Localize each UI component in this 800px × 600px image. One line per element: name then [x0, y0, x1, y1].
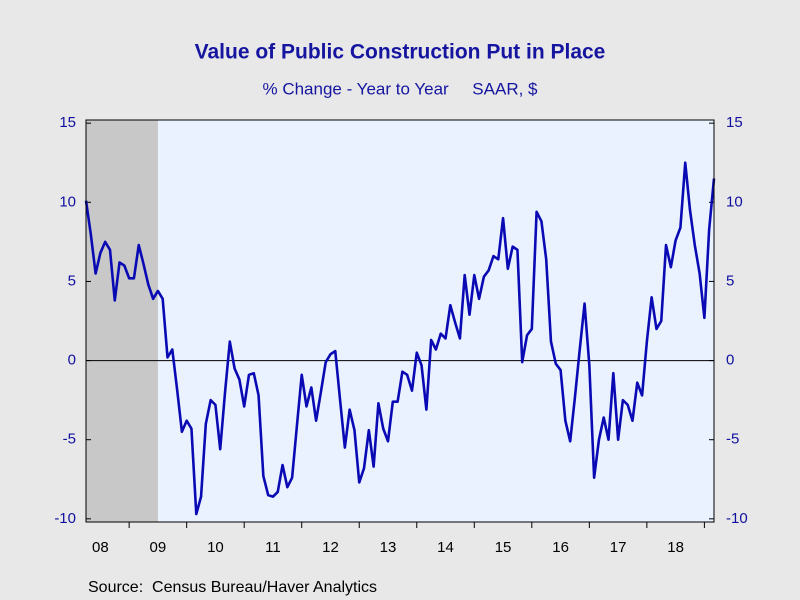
y2-tick-label: 10: [726, 193, 743, 210]
y2-tick-label: -5: [726, 431, 739, 448]
recession-shade: [86, 120, 158, 522]
x-tick-label: 13: [380, 539, 397, 556]
y2-tick-label: 5: [726, 272, 734, 289]
x-tick-label: 09: [150, 539, 167, 556]
x-tick-label: 15: [495, 539, 512, 556]
y-tick-label: -10: [54, 510, 76, 527]
y-tick-label: 5: [68, 272, 76, 289]
x-tick-label: 10: [207, 539, 224, 556]
chart-subtitle: % Change - Year to Year SAAR, $: [262, 79, 538, 98]
x-tick-label: 08: [92, 539, 109, 556]
y-tick-label: 10: [59, 193, 76, 210]
y2-tick-label: 0: [726, 352, 734, 369]
source: Source: Census Bureau/Haver Analytics: [88, 579, 377, 596]
y2-tick-label: -10: [726, 510, 748, 527]
y2-tick-label: 15: [726, 114, 743, 131]
x-tick-label: 17: [610, 539, 627, 556]
y-tick-label: 0: [68, 352, 76, 369]
plot-area: [86, 120, 714, 522]
x-tick-label: 12: [322, 539, 339, 556]
x-tick-label: 18: [667, 539, 684, 556]
x-tick-label: 14: [437, 539, 454, 556]
x-tick-label: 16: [552, 539, 569, 556]
y-tick-label: -5: [63, 431, 76, 448]
plot-frame: [85, 119, 715, 523]
chart-title: Value of Public Construction Put in Plac…: [195, 41, 606, 64]
data-line: [84, 161, 716, 516]
y-tick-label: 15: [59, 114, 76, 131]
x-tick-label: 11: [265, 539, 281, 556]
